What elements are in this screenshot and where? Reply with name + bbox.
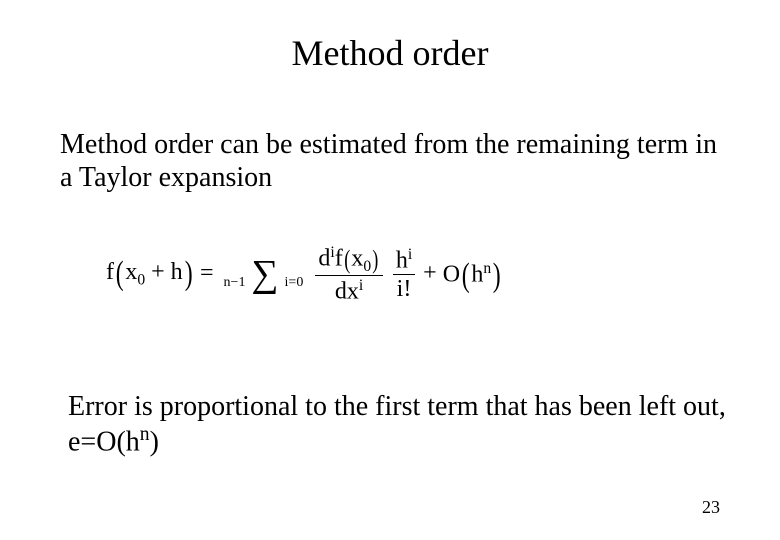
big-o-n: n bbox=[483, 260, 491, 277]
x0: x bbox=[351, 246, 363, 272]
lhs-plus-h: + h bbox=[145, 259, 183, 285]
frac1-num: dif(x0) bbox=[315, 244, 382, 275]
big-o-h: h bbox=[471, 261, 483, 287]
lhs: f(x0 + h) bbox=[106, 259, 194, 289]
page-number: 23 bbox=[702, 497, 720, 518]
lhs-x: x bbox=[125, 259, 137, 285]
slide: Method order Method order can be estimat… bbox=[0, 0, 780, 540]
para2-pre: Error is proportional to the first term … bbox=[68, 391, 726, 457]
plus: + bbox=[423, 260, 437, 286]
lhs-x-sub: 0 bbox=[137, 272, 145, 289]
frac1-den: dxi bbox=[315, 275, 382, 305]
big-o: O bbox=[443, 261, 460, 287]
dx-sup-i: i bbox=[359, 277, 363, 294]
para2-exp: n bbox=[140, 424, 150, 445]
dx: dx bbox=[335, 279, 359, 305]
derivative-fraction: dif(x0) dxi bbox=[315, 244, 382, 305]
equals: = bbox=[200, 260, 220, 286]
d: d bbox=[318, 246, 330, 272]
para2-post: ) bbox=[150, 426, 159, 457]
error-paragraph: Error is proportional to the first term … bbox=[68, 390, 740, 458]
rparen-icon: ) bbox=[184, 260, 192, 287]
h: h bbox=[396, 248, 408, 274]
rparen2-icon: ) bbox=[372, 250, 378, 271]
big-o-term: O(hn) bbox=[443, 260, 503, 290]
formula-math: f(x0 + h) = n−1 ∑ i=0 dif(x0) dxi hi bbox=[106, 260, 503, 286]
lhs-f: f bbox=[106, 259, 114, 285]
frac2-den: i! bbox=[393, 274, 415, 302]
sigma-icon: ∑ bbox=[251, 253, 278, 295]
x0-sub: 0 bbox=[363, 258, 371, 275]
sum-upper: n−1 bbox=[224, 275, 246, 290]
slide-title: Method order bbox=[0, 32, 780, 74]
lparen3-icon: ( bbox=[462, 262, 470, 289]
f: f bbox=[335, 246, 343, 272]
h-sup-i: i bbox=[408, 246, 412, 263]
intro-paragraph: Method order can be estimated from the r… bbox=[60, 128, 720, 194]
lparen2-icon: ( bbox=[344, 250, 350, 271]
h-power-fraction: hi i! bbox=[393, 246, 415, 302]
frac2-num: hi bbox=[393, 246, 415, 274]
summation: n−1 ∑ i=0 bbox=[224, 257, 304, 293]
lparen-icon: ( bbox=[116, 260, 124, 287]
sum-lower: i=0 bbox=[285, 275, 304, 290]
rparen3-icon: ) bbox=[493, 262, 501, 289]
taylor-formula: f(x0 + h) = n−1 ∑ i=0 dif(x0) dxi hi bbox=[106, 244, 526, 344]
